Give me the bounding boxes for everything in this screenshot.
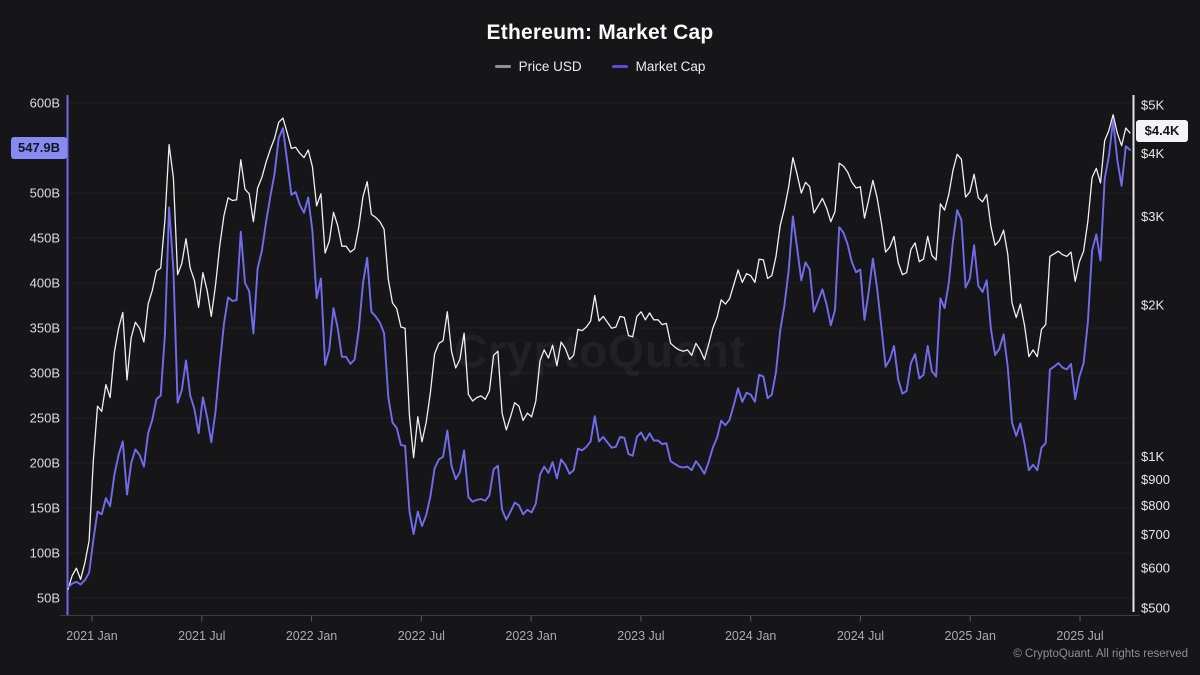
market-cap-last-value-badge: 547.9B (11, 137, 67, 159)
left-axis-tick-label: 100B (30, 546, 60, 561)
right-axis-tick-label: $600 (1141, 561, 1170, 576)
legend-label: Market Cap (635, 59, 706, 74)
right-axis-tick-label: $700 (1141, 527, 1170, 542)
x-axis-tick-label: 2023 Jul (617, 629, 664, 643)
legend-label: Price USD (518, 59, 582, 74)
market-cap-line (67, 119, 1131, 589)
left-axis-tick-label: 600B (30, 96, 60, 111)
left-axis-tick-label: 350B (30, 321, 60, 336)
x-axis-tick-label: 2022 Jan (286, 629, 337, 643)
left-axis-tick-label: 450B (30, 231, 60, 246)
legend-item-market-cap[interactable]: Market Cap (611, 59, 706, 74)
cryptoquant-watermark: CryptoQuant (453, 325, 747, 377)
left-axis-tick-label: 50B (37, 591, 60, 606)
legend-dash-icon (611, 65, 628, 68)
left-axis-tick-label: 250B (30, 411, 60, 426)
x-axis-tick-label: 2021 Jan (66, 629, 117, 643)
x-axis-tick-label: 2025 Jan (945, 629, 996, 643)
left-axis-tick-label: 150B (30, 501, 60, 516)
left-axis-tick-label: 400B (30, 276, 60, 291)
left-axis-tick-label: 200B (30, 456, 60, 471)
x-axis-tick-label: 2024 Jan (725, 629, 776, 643)
legend-item-price-usd[interactable]: Price USD (494, 59, 582, 74)
right-axis-tick-label: $500 (1141, 601, 1170, 616)
x-axis-tick-label: 2023 Jan (505, 629, 556, 643)
right-axis-tick-label: $800 (1141, 498, 1170, 513)
right-axis-tick-label: $3K (1141, 209, 1164, 224)
copyright-text: © CryptoQuant. All rights reserved (1013, 648, 1188, 660)
chart-title: Ethereum: Market Cap (486, 21, 714, 44)
right-axis-tick-label: $5K (1141, 98, 1164, 113)
price-last-value-badge: $4.4K (1136, 120, 1188, 142)
x-axis-tick-label: 2022 Jul (398, 629, 445, 643)
x-axis-tick-label: 2021 Jul (178, 629, 225, 643)
left-axis-tick-label: 500B (30, 186, 60, 201)
right-axis-tick-label: $4K (1141, 146, 1164, 161)
x-axis-tick-label: 2025 Jul (1056, 629, 1103, 643)
legend: Price USD Market Cap (0, 59, 1200, 74)
legend-dash-icon (494, 65, 511, 68)
price-usd-line (67, 114, 1131, 590)
right-axis-tick-label: $2K (1141, 298, 1164, 313)
right-axis-tick-label: $900 (1141, 472, 1170, 487)
left-axis-tick-label: 300B (30, 366, 60, 381)
x-axis-tick-label: 2024 Jul (837, 629, 884, 643)
right-axis-tick-label: $1K (1141, 449, 1164, 464)
